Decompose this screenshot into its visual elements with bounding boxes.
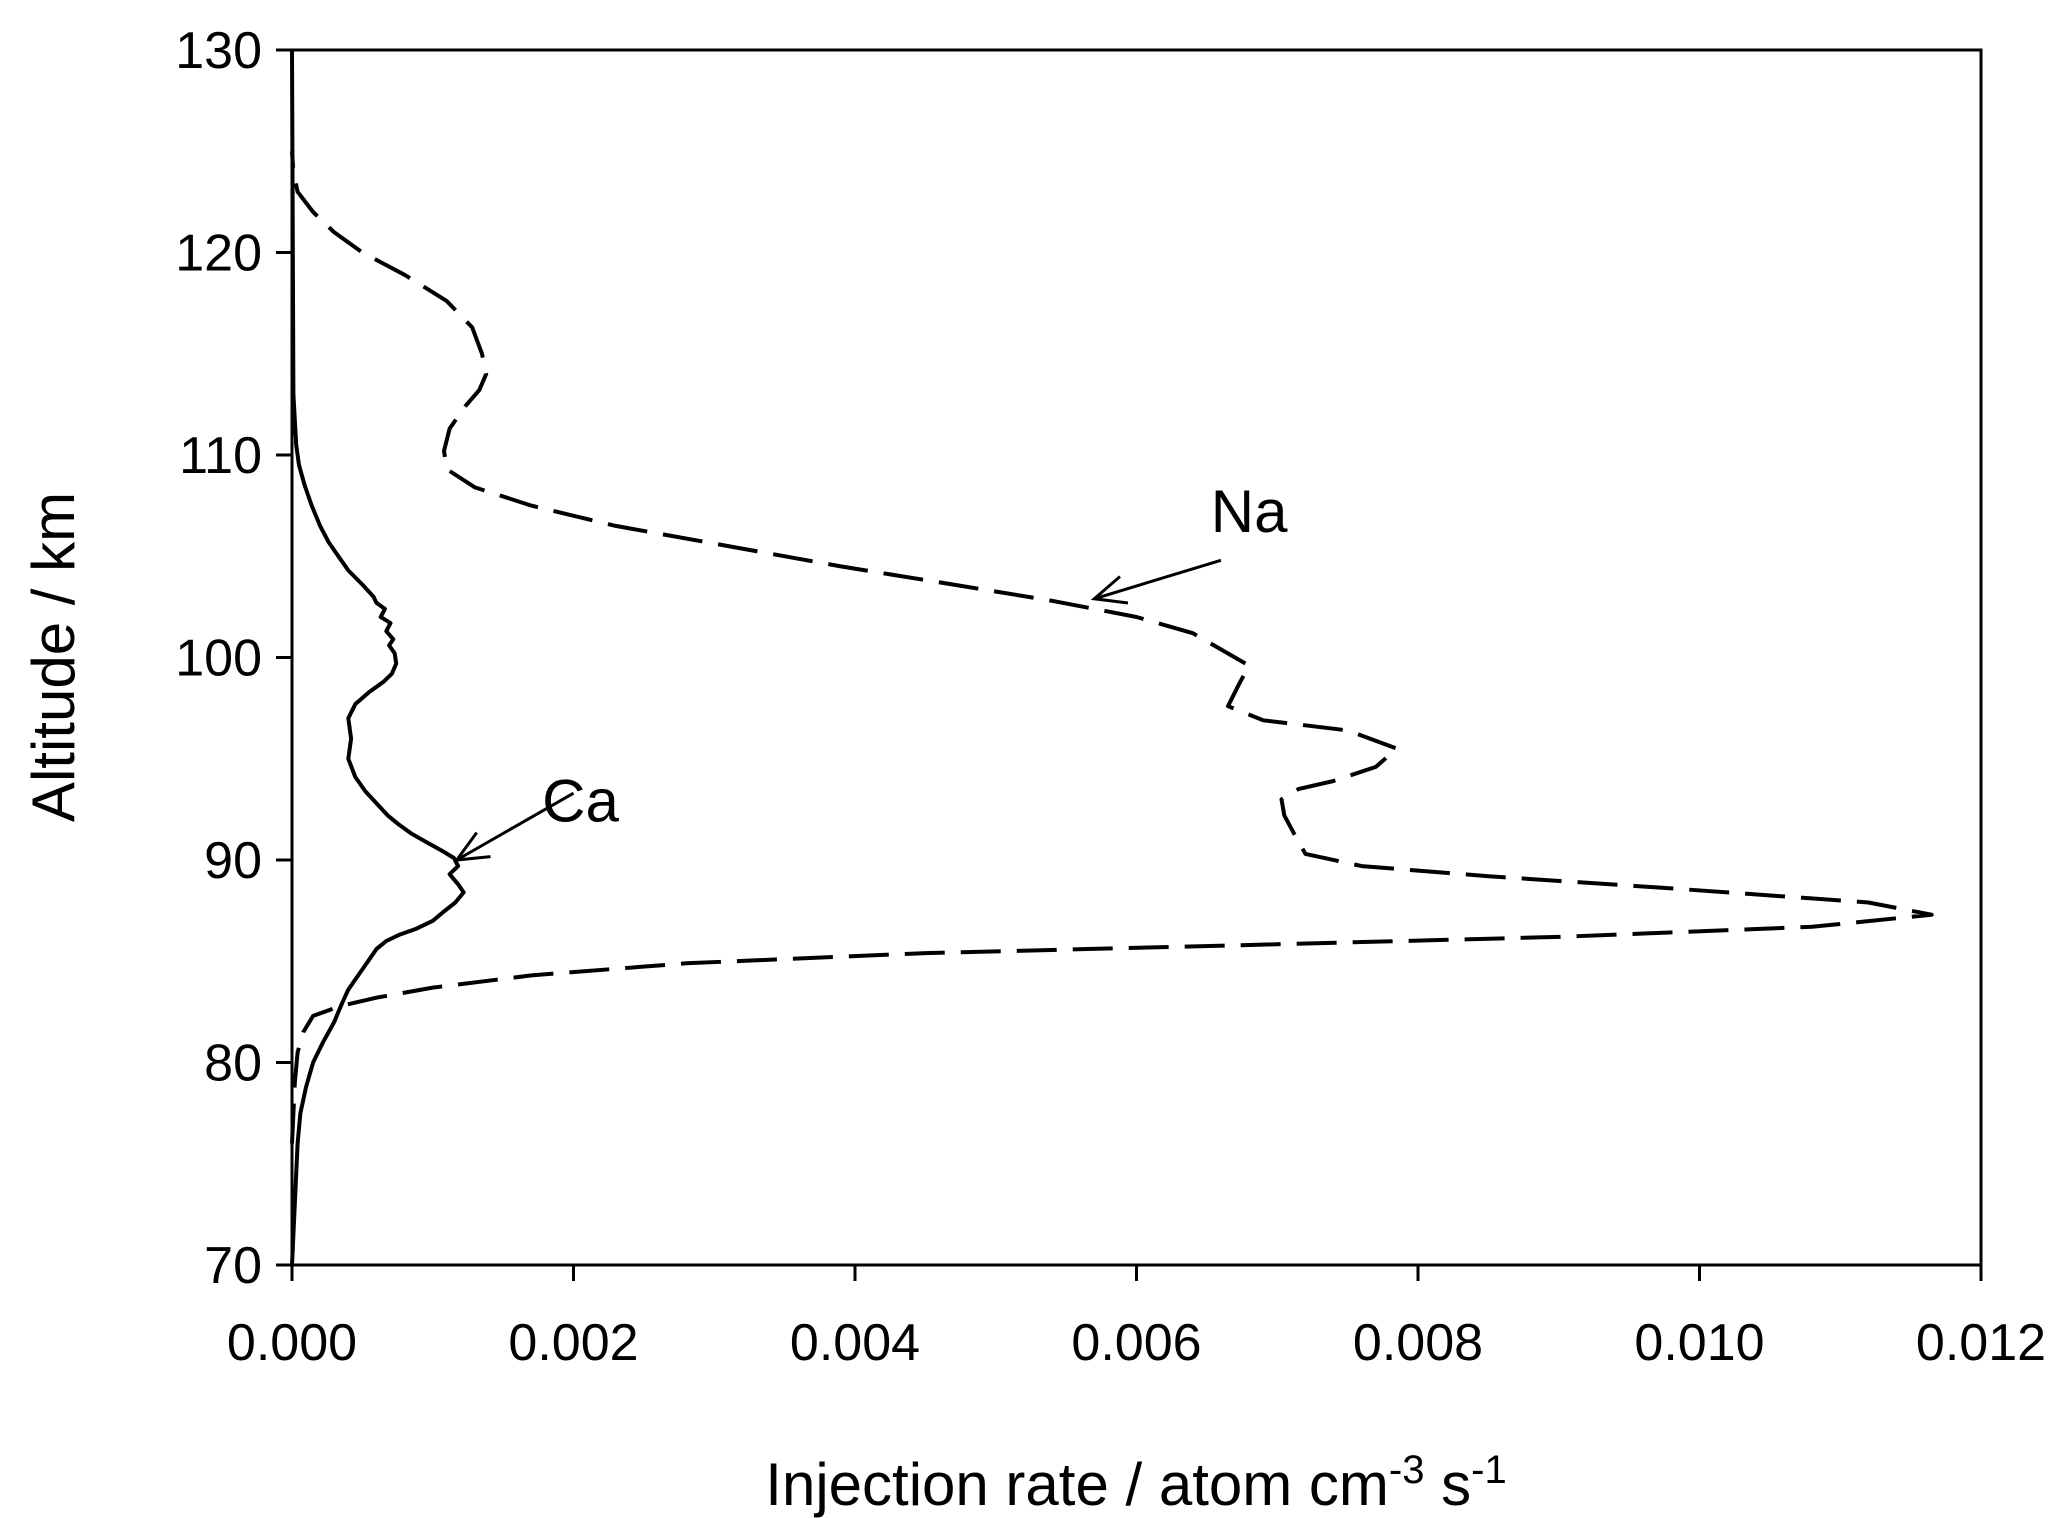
y-tick-label: 130: [175, 22, 262, 80]
y-tick-label: 120: [175, 225, 262, 283]
plot-frame: [290, 48, 1983, 1267]
annotation-arrowhead-ca: [453, 831, 491, 862]
x-axis-title-sup2: -1: [1471, 1448, 1507, 1492]
annotation-arrow-na: [1093, 558, 1222, 601]
y-tick-label: 100: [175, 630, 262, 688]
y-tick-label: 80: [204, 1035, 262, 1093]
y-tick-label: 90: [204, 832, 262, 890]
x-axis-title-sup1: -3: [1389, 1448, 1425, 1492]
x-axis-title-main: Injection rate / atom cm: [765, 1451, 1389, 1518]
series-label-na: Na: [1211, 478, 1288, 545]
series-line-na: [290, 151, 1934, 1144]
x-tick-label: 0.004: [790, 1314, 920, 1372]
x-tick-label: 0.006: [1071, 1314, 1201, 1372]
y-axis-title: Altitude / km: [20, 492, 87, 822]
annotation-arrow-ca: [455, 791, 575, 862]
annotation-layer: Na Ca: [453, 478, 1288, 862]
series-layer: [290, 49, 1934, 1266]
y-tick-label: 110: [179, 427, 262, 485]
x-axis-ticks: 0.000 0.002 0.004 0.006 0.008 0.010 0.012: [227, 1265, 2046, 1372]
series-label-ca: Ca: [542, 768, 619, 835]
series-line-ca: [290, 49, 466, 1266]
y-tick-label: 70: [204, 1237, 262, 1295]
x-tick-label: 0.000: [227, 1314, 357, 1372]
x-tick-label: 0.002: [508, 1314, 638, 1372]
x-axis-title: Injection rate / atom cm-3 s-1: [765, 1448, 1506, 1518]
x-tick-label: 0.010: [1634, 1314, 1764, 1372]
x-axis-title-mid: s: [1424, 1451, 1471, 1518]
y-axis-ticks: 70 80 90 100 110 120 130: [175, 22, 292, 1295]
annotation-arrowhead-na: [1090, 575, 1129, 605]
x-tick-label: 0.008: [1353, 1314, 1483, 1372]
x-tick-label: 0.012: [1916, 1314, 2046, 1372]
